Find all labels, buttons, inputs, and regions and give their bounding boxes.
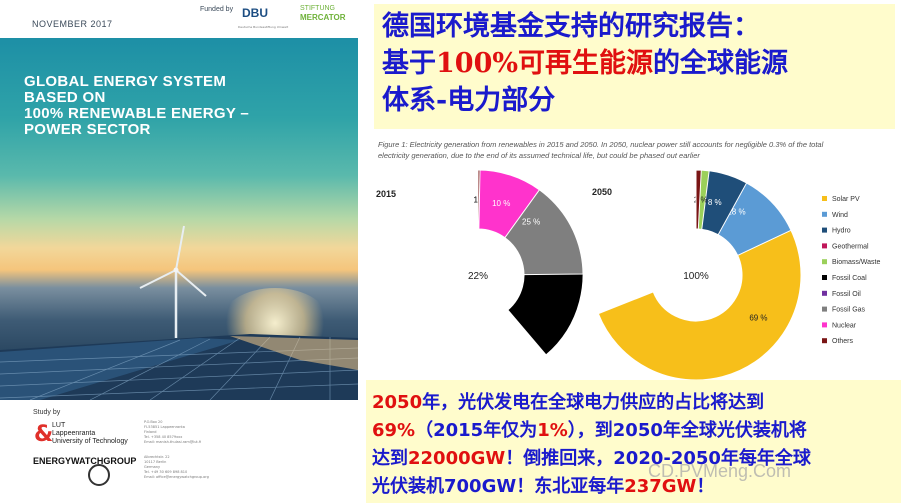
note-line3-text-b: ！倒推回来，2020-2050年每年全球: [505, 448, 811, 469]
dbu-logo: DBU: [242, 6, 268, 20]
headline-highlight: 100%可再生能源: [436, 48, 654, 79]
note-ne-asia: 237GW: [624, 476, 697, 497]
slice-2015-nuclear: [477, 169, 541, 239]
watermark: CD.PVMeng.Com: [648, 461, 792, 481]
note-capacity: 22000GW: [408, 448, 506, 469]
legend-label: Geothermal: [832, 243, 869, 250]
donut-charts: 1 %4 %16 %1 %39 %4 %25 %10 %22%2015 69 %…: [376, 169, 880, 380]
report-cover: NOVEMBER 2017 Funded by DBU Deutsche Bun…: [0, 0, 358, 503]
mercator-logo-line1: STIFTUNG: [300, 5, 335, 12]
legend-label: Biomass/Waste: [832, 259, 880, 266]
slice-label: 18 %: [727, 207, 745, 216]
report-title: GLOBAL ENERGY SYSTEM BASED ON 100% RENEW…: [24, 73, 250, 138]
cover-footer: Study by & LUT Lappeenranta University o…: [0, 400, 358, 503]
note-line3: 达到22000GW！倒推回来，2020-2050年每年全球: [372, 444, 811, 470]
legend-swatch: [822, 290, 827, 296]
chart-legend: Solar PV Wind Hydro Geothermal Biomass/Waste…: [822, 196, 880, 345]
donut-2050: 69 %18 %8 %1 %2 %100%2050: [592, 169, 802, 380]
note-line2-text-b: ），到2050年全球光伏装机将: [567, 420, 807, 441]
legend-swatch: [822, 259, 827, 265]
wind-turbine-icon: [139, 225, 207, 338]
legend-swatch: [822, 227, 827, 233]
slice-label: 2 %: [694, 196, 708, 205]
note-line2-text-a: （2015年仅为: [415, 420, 538, 441]
donut-year-label: 2050: [592, 187, 612, 197]
legend-swatch: [822, 243, 827, 249]
slice-label: 25 %: [522, 217, 540, 226]
ewg-address: Albrechtstr. 22 10117 Berlin Germany Tel…: [144, 455, 209, 479]
note-line3-text-a: 达到: [372, 448, 408, 469]
headline-line1: 德国环境基金支持的研究报告：: [382, 11, 760, 42]
cover-date: NOVEMBER 2017: [32, 19, 113, 29]
legend-label: Fossil Coal: [832, 275, 867, 282]
legend-label: Fossil Gas: [832, 307, 866, 314]
note-share-2050: 69%: [372, 420, 416, 441]
legend-swatch: [822, 338, 827, 344]
funded-by-label: Funded by: [200, 6, 234, 13]
note-line4-text-b: ！: [696, 476, 715, 497]
headline-line3: 体系-电力部分: [382, 85, 556, 116]
mercator-logo-line2: MERCATOR: [300, 13, 346, 22]
legend-label: Others: [832, 338, 854, 345]
legend-swatch: [822, 322, 827, 328]
donut-2015: 1 %4 %16 %1 %39 %4 %25 %10 %22%2015: [376, 169, 584, 356]
note-year: 2050: [372, 392, 423, 413]
summary-note: 2050年，光伏发电在全球电力供应的占比将达到 69%（2015年仅为1%），到…: [366, 380, 901, 503]
magnifier-icon: [88, 464, 110, 486]
note-line2: 69%（2015年仅为1%），到2050年全球光伏装机将: [372, 416, 807, 442]
slice-2050-others: [695, 169, 702, 230]
note-line1-text: 年，光伏发电在全球电力供应的占比将达到: [422, 392, 765, 413]
lut-address: P.O.Box 20 FI-53851 Lappeenranta Finland…: [144, 420, 202, 444]
legend-label: Nuclear: [832, 322, 857, 329]
donut-center-label: 22%: [468, 271, 488, 282]
lut-logo-icon: &: [34, 422, 54, 447]
figure-caption: Figure 1: Electricity generation from re…: [378, 140, 824, 160]
legend-swatch: [822, 196, 827, 201]
headline-line2-post: 的全球能源: [653, 48, 789, 79]
dbu-logo-subtitle: Deutsche Bundesstiftung Umwelt: [238, 25, 289, 29]
lut-name: LUT Lappeenranta University of Technolog…: [52, 422, 128, 445]
note-line4: 光伏装机700GW！东北亚每年237GW！: [372, 472, 714, 498]
headline-box: 德国环境基金支持的研究报告： 基于100%可再生能源的全球能源 体系-电力部分: [374, 4, 895, 129]
slice-label: 8 %: [708, 198, 722, 207]
headline-line2-pre: 基于: [382, 48, 436, 79]
legend-swatch: [822, 275, 827, 280]
slice-2015-others: [477, 169, 481, 230]
legend-swatch: [822, 211, 827, 217]
solar-panels-image: [0, 334, 358, 400]
legend-swatch: [822, 306, 827, 312]
note-line1: 2050年，光伏发电在全球电力供应的占比将达到: [372, 388, 764, 414]
study-by-label: Study by: [33, 409, 61, 416]
note-share-2015: 1%: [537, 420, 568, 441]
slice-label: 69 %: [749, 313, 767, 322]
cover-header: NOVEMBER 2017 Funded by DBU Deutsche Bun…: [0, 0, 358, 38]
note-line4-text-a: 光伏装机700GW！东北亚每年: [372, 476, 625, 497]
donut-year-label: 2015: [376, 189, 396, 199]
legend-label: Hydro: [832, 228, 851, 235]
donut-center-label: 100%: [683, 271, 709, 282]
slice-label: 10 %: [492, 199, 510, 208]
legend-label: Fossil Oil: [832, 291, 861, 298]
energywatchgroup-logo: ENERGYWATCHGROUP: [33, 456, 137, 466]
headline-line2: 基于100%可再生能源的全球能源: [382, 45, 887, 82]
legend-label: Wind: [832, 212, 848, 219]
legend-label: Solar PV: [832, 196, 860, 203]
